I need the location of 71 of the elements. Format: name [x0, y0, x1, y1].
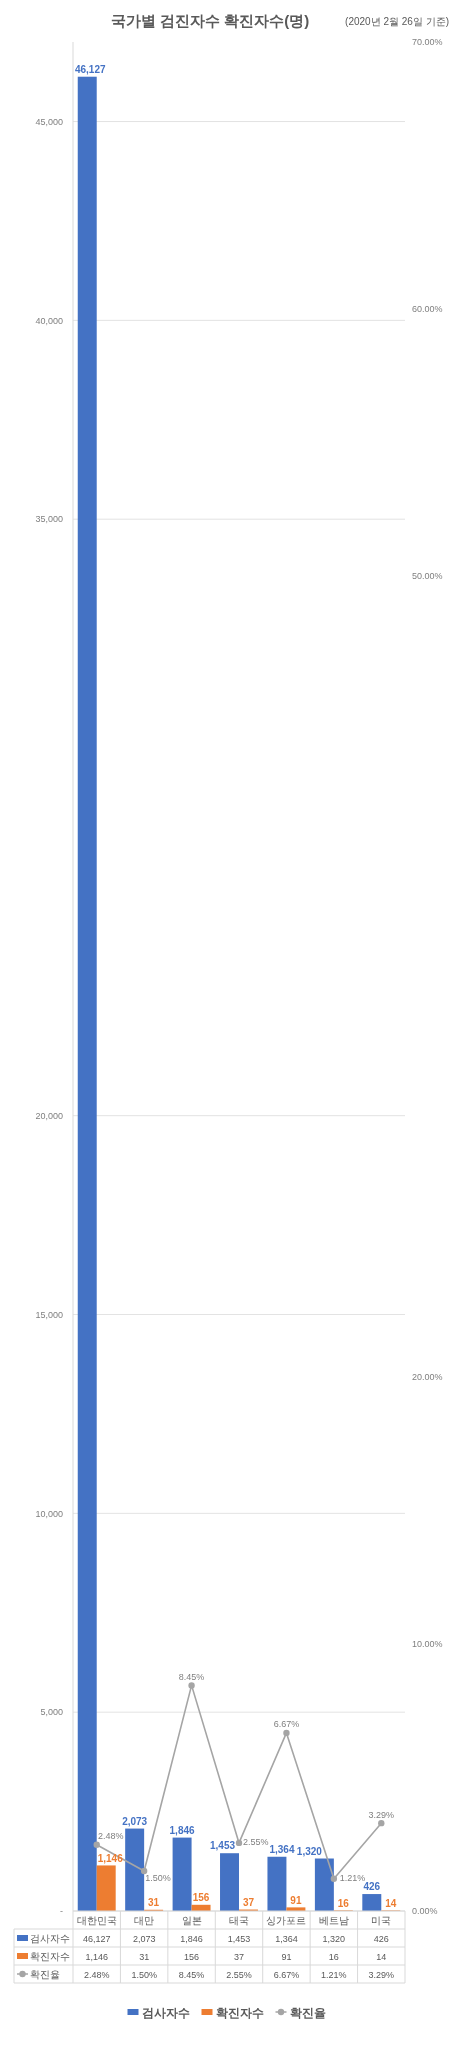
y2-tick-label: 60.00% — [412, 304, 443, 315]
y-tick-label: 35,000 — [35, 514, 63, 525]
x-tick-label: 미국 — [371, 1915, 392, 1926]
legend-label: 확진자수 — [30, 1951, 70, 1962]
text: 2.55% — [243, 1837, 269, 1848]
legend-label: 확진율 — [30, 1969, 60, 1980]
data-label: 14 — [376, 1951, 387, 1962]
text: 1,846 — [169, 1824, 195, 1836]
text: 1,320 — [296, 1845, 322, 1857]
text: 46,127 — [74, 63, 106, 75]
x-tick-label: 싱가포르 — [266, 1915, 307, 1926]
text: 14 — [385, 1897, 397, 1909]
text: 1.21% — [339, 1873, 366, 1884]
y2-tick-label: 70.00% — [412, 37, 443, 48]
text: 31 — [148, 1896, 160, 1908]
data-label: 1.21% — [321, 1969, 347, 1980]
data-label: 46,127 — [82, 1933, 111, 1944]
text: 6.67% — [273, 1719, 300, 1730]
chart-subtitle: (2020년 2월 26일 기준) — [345, 16, 449, 27]
y-tick-label: 10,000 — [35, 1508, 63, 1519]
text: 2.48% — [97, 1831, 124, 1842]
text: 3.29% — [368, 1809, 395, 1820]
data-label: 2.48% — [83, 1969, 110, 1980]
data-label: 2.55% — [226, 1969, 252, 1980]
x-tick-label: 일본 — [181, 1915, 202, 1926]
x-tick-label: 태국 — [229, 1915, 249, 1926]
legend-item: 확진자수 — [201, 2006, 264, 2019]
data-label: 16 — [328, 1951, 339, 1962]
x-tick-label: 베트남 — [318, 1915, 349, 1926]
data-label: 1,146 — [85, 1951, 108, 1962]
y2-tick-label: 50.00% — [412, 571, 443, 582]
text: 91 — [290, 1894, 302, 1906]
x-tick-label: 대한민국 — [76, 1915, 117, 1926]
y-tick-label: 5,000 — [40, 1707, 63, 1718]
y-tick-label: 40,000 — [35, 315, 63, 326]
legend-item: 확진율 — [274, 2006, 326, 2019]
y-tick-label: 45,000 — [35, 116, 63, 127]
y-tick-label: 20,000 — [35, 1110, 63, 1121]
data-label: 1,320 — [322, 1933, 346, 1944]
y2-tick-label: 10.00% — [412, 1639, 443, 1650]
data-label: 1.50% — [131, 1969, 157, 1980]
data-label: 31 — [139, 1951, 150, 1962]
data-label: 1,364 — [275, 1933, 298, 1944]
text: 1,364 — [269, 1843, 295, 1855]
data-label: 1,846 — [180, 1933, 203, 1944]
data-label: 1,453 — [227, 1933, 251, 1944]
text: 16 — [337, 1897, 349, 1909]
text: 1,146 — [97, 1852, 123, 1864]
text: 37 — [242, 1896, 255, 1908]
data-label: 91 — [281, 1951, 292, 1962]
y-tick-label: 15,000 — [35, 1309, 63, 1320]
text: 2,073 — [122, 1815, 148, 1827]
data-label: 426 — [373, 1933, 389, 1944]
text: 156 — [192, 1892, 210, 1903]
chart-title: 국가별 검진자수 확진자수(명) — [110, 12, 310, 29]
text: 1.50% — [145, 1873, 171, 1884]
data-label: 37 — [233, 1951, 245, 1962]
y2-tick-label: 0.00% — [412, 1906, 438, 1917]
data-label: 8.45% — [178, 1969, 205, 1980]
text: 8.45% — [178, 1671, 205, 1682]
y2-tick-label: 20.00% — [412, 1372, 443, 1383]
legend-item: 검사자수 — [127, 2006, 190, 2019]
text: 426 — [363, 1881, 381, 1893]
text: 1,453 — [209, 1840, 236, 1852]
legend-label: 검사자수 — [30, 1933, 70, 1944]
data-label: 2,073 — [132, 1933, 156, 1944]
y-tick-label: - — [60, 1906, 63, 1917]
data-label: 3.29% — [368, 1969, 395, 1980]
data-label: 156 — [184, 1951, 200, 1962]
x-tick-label: 대만 — [134, 1915, 155, 1926]
data-label: 6.67% — [273, 1969, 300, 1980]
